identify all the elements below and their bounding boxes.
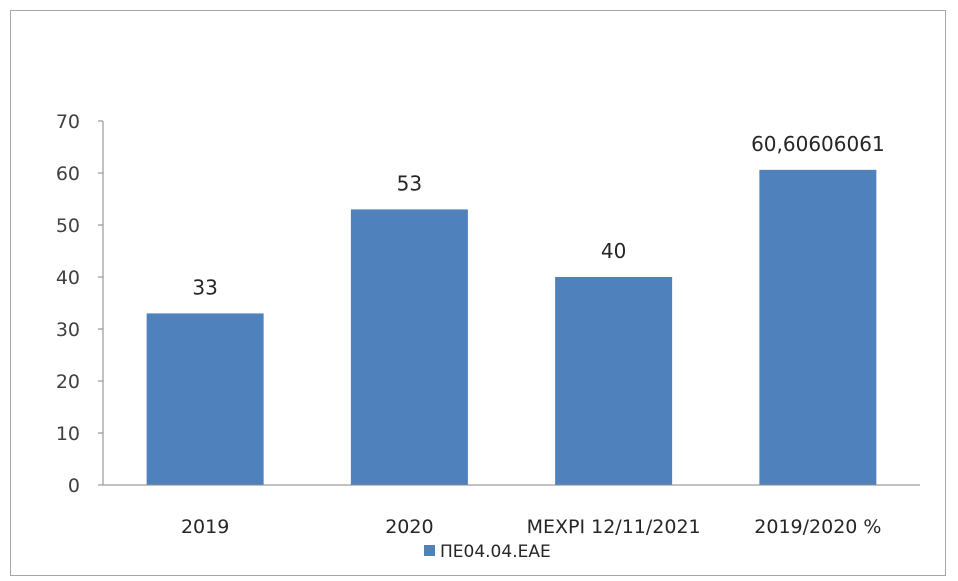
- y-tick-label: 60: [56, 163, 80, 185]
- data-label: 53: [397, 171, 422, 195]
- data-labels: 33 53 40 60,60606061: [192, 132, 884, 300]
- y-axis: 0 10 20 30 40 50 60 70: [56, 111, 104, 497]
- x-category-label: 2019/2020 %: [754, 516, 881, 538]
- legend: ΠΕ04.04.ΕΑΕ: [424, 542, 551, 562]
- x-category-label: 2019: [181, 516, 229, 538]
- y-tick-label: 10: [56, 423, 80, 445]
- bar: [555, 277, 673, 485]
- y-tick-label: 70: [56, 111, 80, 133]
- bar: [350, 209, 468, 485]
- data-label: 60,60606061: [751, 132, 885, 156]
- legend-label: ΠΕ04.04.ΕΑΕ: [440, 542, 551, 562]
- x-axis: 2019 2020 ΜΕΧΡΙ 12/11/2021 2019/2020 %: [103, 484, 920, 538]
- data-label: 33: [192, 275, 217, 299]
- x-category-label: 2020: [385, 516, 433, 538]
- y-tick-label: 50: [56, 215, 80, 237]
- y-tick-label: 20: [56, 371, 80, 393]
- y-tick-label: 30: [56, 319, 80, 341]
- bars: [146, 169, 877, 485]
- legend-swatch: [424, 545, 435, 556]
- y-tick-label: 40: [56, 267, 80, 289]
- y-tick-label: 0: [68, 475, 80, 497]
- data-label: 40: [601, 239, 626, 263]
- bar: [146, 313, 264, 485]
- x-category-label: ΜΕΧΡΙ 12/11/2021: [527, 516, 701, 538]
- bar: [759, 169, 877, 485]
